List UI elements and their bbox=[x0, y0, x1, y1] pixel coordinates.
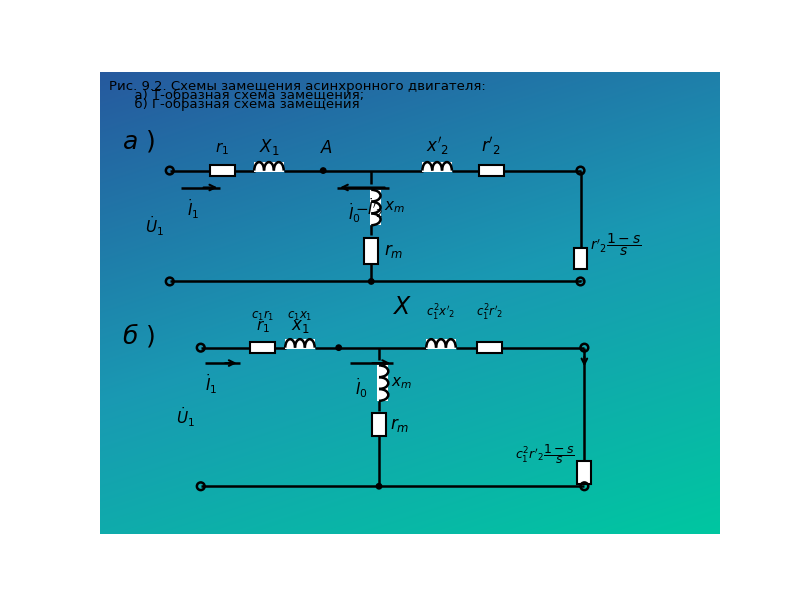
Circle shape bbox=[369, 279, 374, 284]
Bar bbox=[378, 365, 388, 401]
Bar bbox=[426, 339, 456, 349]
Text: $c_1^2r'_2\dfrac{1-s}{s}$: $c_1^2r'_2\dfrac{1-s}{s}$ bbox=[514, 442, 574, 466]
Text: $r_1$: $r_1$ bbox=[215, 140, 230, 157]
Text: $а\ )$: $а\ )$ bbox=[122, 128, 154, 154]
Circle shape bbox=[376, 484, 382, 489]
Bar bbox=[210, 165, 235, 176]
Text: $r_m$: $r_m$ bbox=[390, 416, 410, 434]
Text: $x'_2$: $x'_2$ bbox=[426, 134, 449, 157]
Text: $c_1^2x'_2$: $c_1^2x'_2$ bbox=[426, 303, 456, 323]
Text: $\dot{I}_1$: $\dot{I}_1$ bbox=[205, 372, 217, 396]
Bar bbox=[250, 342, 275, 353]
Text: $\dot{I}_0$: $\dot{I}_0$ bbox=[355, 376, 368, 400]
Text: $A$: $A$ bbox=[320, 139, 333, 157]
Text: $\dot{I}_0$: $\dot{I}_0$ bbox=[348, 201, 361, 225]
Text: $r_1$: $r_1$ bbox=[256, 318, 270, 335]
Text: $c_1x_1$: $c_1x_1$ bbox=[287, 310, 313, 323]
Text: $c_1r_1$: $c_1r_1$ bbox=[251, 309, 274, 323]
Bar bbox=[364, 238, 378, 264]
Text: а) Т-образная схема замещения;: а) Т-образная схема замещения; bbox=[110, 89, 365, 102]
Text: $\dot{I}_1$: $\dot{I}_1$ bbox=[187, 197, 199, 221]
Bar bbox=[479, 165, 504, 176]
Text: $\dot{U}_1$: $\dot{U}_1$ bbox=[145, 214, 163, 238]
Text: $r_m$: $r_m$ bbox=[384, 242, 403, 260]
Text: $б\ )$: $б\ )$ bbox=[122, 322, 155, 349]
Bar bbox=[370, 190, 381, 225]
Text: $\dot{U}_1$: $\dot{U}_1$ bbox=[175, 405, 194, 429]
Text: $r'_2\dfrac{1-s}{s}$: $r'_2\dfrac{1-s}{s}$ bbox=[590, 232, 641, 257]
Text: $-\dot{I}'_2$: $-\dot{I}'_2$ bbox=[355, 197, 384, 220]
Circle shape bbox=[321, 168, 326, 173]
Circle shape bbox=[336, 345, 342, 350]
Bar bbox=[422, 162, 452, 172]
Text: $X$: $X$ bbox=[393, 295, 412, 319]
Text: $x_m$: $x_m$ bbox=[391, 375, 413, 391]
Text: $x_m$: $x_m$ bbox=[384, 200, 405, 215]
Text: $x_1$: $x_1$ bbox=[290, 317, 310, 335]
Bar bbox=[478, 342, 502, 353]
Text: Рис. 9.2. Схемы замещения асинхронного двигателя:: Рис. 9.2. Схемы замещения асинхронного д… bbox=[110, 80, 486, 92]
Text: $r'_2$: $r'_2$ bbox=[482, 134, 502, 157]
Bar bbox=[372, 413, 386, 436]
Bar bbox=[286, 339, 314, 349]
Bar bbox=[254, 162, 284, 172]
Bar bbox=[574, 248, 587, 269]
Text: б) Г-образная схема замещения: б) Г-образная схема замещения bbox=[110, 98, 360, 111]
Text: $c_1^2r'_2$: $c_1^2r'_2$ bbox=[476, 303, 503, 323]
Text: $X_1$: $X_1$ bbox=[258, 137, 279, 157]
Bar bbox=[578, 461, 591, 484]
